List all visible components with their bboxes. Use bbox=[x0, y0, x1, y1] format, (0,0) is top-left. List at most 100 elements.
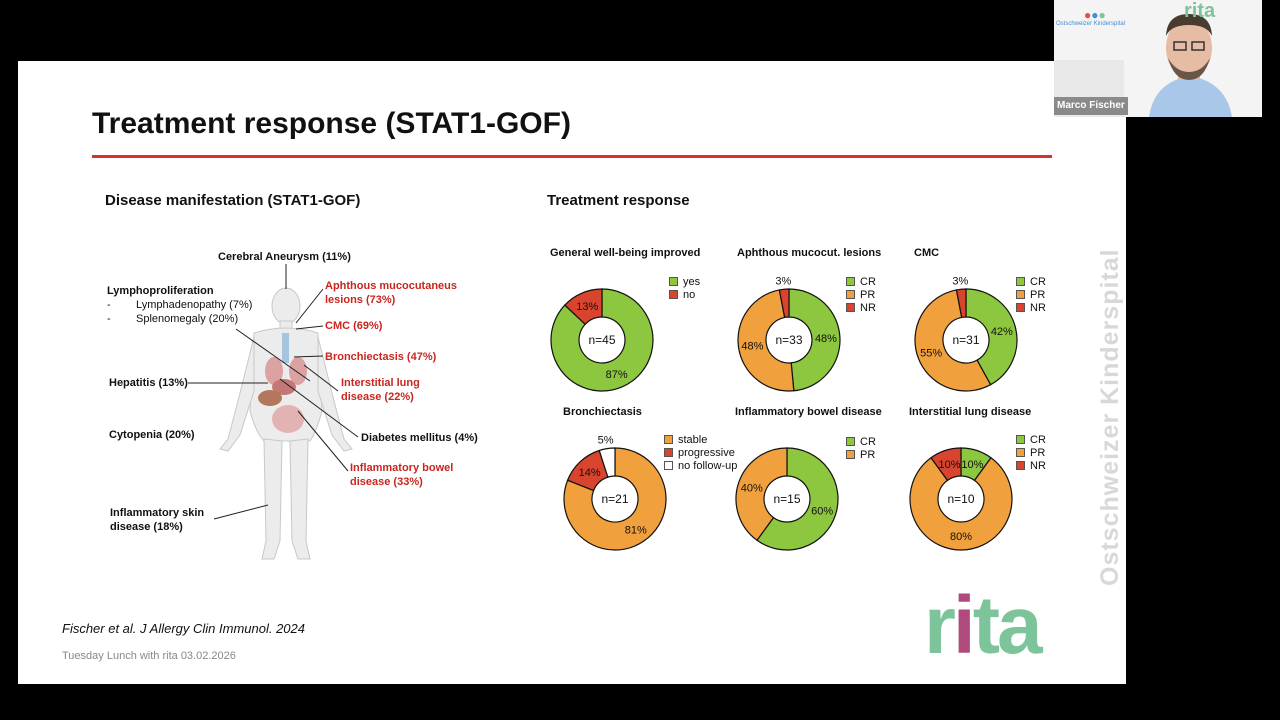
donut-slice-cr bbox=[965, 288, 1018, 386]
donut-pct-label: 87% bbox=[606, 369, 628, 381]
vertical-brand-text: Ostschweizer Kinderspital bbox=[1096, 248, 1124, 586]
legend-swatch bbox=[846, 450, 855, 459]
label-cmc: CMC (69%) bbox=[325, 320, 383, 332]
legend-swatch bbox=[846, 437, 855, 446]
chart-title: Interstitial lung disease bbox=[909, 406, 1032, 418]
donut-pct-label: 55% bbox=[920, 348, 942, 360]
chart-title: General well-being improved bbox=[550, 247, 701, 259]
donut-center-n: n=45 bbox=[588, 333, 615, 347]
donut-center-n: n=15 bbox=[773, 492, 800, 506]
legend-label: PR bbox=[1030, 446, 1046, 459]
chart-ibd: Inflammatory bowel disease 60% 40% n=15 CR… bbox=[735, 406, 925, 556]
legend-label: NR bbox=[1030, 459, 1046, 472]
legend-item: no bbox=[669, 288, 700, 301]
chart-legend: CR PR NR bbox=[1016, 433, 1046, 472]
donut-pct-label: 10% bbox=[939, 459, 961, 471]
donut-center-n: n=31 bbox=[952, 333, 979, 347]
legend-swatch bbox=[664, 435, 673, 444]
participant-name: Marco Fischer bbox=[1054, 97, 1128, 115]
participant-video[interactable]: ●●● Ostschweizer Kinderspital rita Marco… bbox=[1054, 0, 1262, 117]
legend-item: NR bbox=[846, 301, 876, 314]
label-cerebral-aneurysm: Cerebral Aneurysm (11%) bbox=[218, 251, 351, 263]
donut-center-n: n=33 bbox=[775, 333, 802, 347]
donut-slice-stable bbox=[563, 447, 667, 551]
chart-cmc: CMC 42% 55% 3% n=31 CR PR NR bbox=[914, 247, 1104, 397]
legend-item: PR bbox=[1016, 288, 1046, 301]
donut-pct-label: 40% bbox=[741, 483, 763, 495]
label-diabetes: Diabetes mellitus (4%) bbox=[361, 432, 478, 444]
legend-item: NR bbox=[1016, 459, 1046, 472]
chart-title: Inflammatory bowel disease bbox=[735, 406, 882, 418]
legend-swatch bbox=[1016, 448, 1025, 457]
legend-label: CR bbox=[1030, 275, 1046, 288]
label-aphthous: Aphthous mucocutaneus lesions (73%) bbox=[325, 280, 458, 306]
legend-swatch bbox=[669, 290, 678, 299]
donut-slice-pr bbox=[914, 289, 992, 392]
donut-pct-label: 3% bbox=[775, 275, 791, 287]
label-interstitial: Interstitial lung disease (22%) bbox=[341, 377, 420, 403]
chart-title: Bronchiectasis bbox=[563, 406, 642, 418]
label-hepatitis: Hepatitis (13%) bbox=[109, 377, 188, 389]
legend-label: no bbox=[683, 288, 696, 301]
bullet-2: - bbox=[107, 313, 111, 325]
legend-swatch bbox=[669, 277, 678, 286]
legend-item: CR bbox=[1016, 433, 1046, 446]
chart-legend: yes no bbox=[669, 275, 700, 301]
chart-bronchiectasis: Bronchiectasis 81% 14% 5% n=21 stable progre… bbox=[563, 406, 753, 556]
legend-label: yes bbox=[683, 275, 701, 288]
donut-slice-yes bbox=[550, 288, 654, 392]
donut-slice-nr bbox=[930, 447, 962, 482]
legend-item: yes bbox=[669, 275, 700, 288]
legend-swatch bbox=[1016, 277, 1025, 286]
label-lymphoproliferation: Lymphoproliferation bbox=[107, 285, 214, 297]
donut-pct-label: 10% bbox=[961, 459, 983, 471]
donut-pct-label: 42% bbox=[991, 326, 1013, 338]
legend-item: progressive bbox=[664, 446, 737, 459]
body-illustration bbox=[188, 264, 359, 560]
hospital-logo-text: Ostschweizer Kinderspital bbox=[1056, 21, 1126, 27]
legend-item: stable bbox=[664, 433, 737, 446]
chart-interstitial: Interstitial lung disease 10% 80% 10% n=10 … bbox=[909, 406, 1099, 556]
legend-swatch bbox=[664, 448, 673, 457]
donut-pct-label: 80% bbox=[950, 531, 972, 543]
legend-swatch bbox=[1016, 461, 1025, 470]
legend-item: PR bbox=[846, 448, 876, 461]
donut-center-n: n=21 bbox=[601, 492, 628, 506]
legend-label: no follow-up bbox=[678, 459, 738, 472]
donut-pct-label: 81% bbox=[625, 525, 647, 537]
legend-item: no follow-up bbox=[664, 459, 737, 472]
chart-title: Aphthous mucocut. lesions bbox=[737, 247, 882, 259]
donut-pct-label: 5% bbox=[598, 435, 614, 447]
donut-slice-nr bbox=[778, 288, 790, 319]
chart-title: CMC bbox=[914, 247, 940, 259]
logo-letter: i bbox=[952, 580, 976, 671]
label-splenomegaly: Splenomegaly (20%) bbox=[136, 313, 239, 325]
legend-swatch bbox=[1016, 290, 1025, 299]
label-bronchiectasis: Bronchiectasis (47%) bbox=[325, 351, 437, 363]
logo-letter: r bbox=[924, 580, 956, 671]
legend-item: CR bbox=[846, 275, 876, 288]
logo-letter: t bbox=[972, 580, 1000, 671]
legend-label: CR bbox=[860, 435, 876, 448]
label-skin-disease: Inflammatory skin disease (18%) bbox=[110, 507, 205, 533]
chart-legend: CR PR NR bbox=[846, 275, 876, 314]
legend-label: stable bbox=[678, 433, 708, 446]
legend-item: CR bbox=[1016, 275, 1046, 288]
donut-slice-no-follow-up bbox=[598, 447, 616, 478]
left-heading: Disease manifestation (STAT1-GOF) bbox=[105, 192, 361, 209]
legend-item: NR bbox=[1016, 301, 1046, 314]
slide-title: Treatment response (STAT1-GOF) bbox=[92, 107, 571, 140]
logo-letter: a bbox=[997, 580, 1043, 671]
donut-pct-label: 3% bbox=[952, 275, 968, 287]
legend-label: progressive bbox=[678, 446, 735, 459]
kids-figures-icon: ●●● bbox=[1084, 8, 1106, 22]
donut-pct-label: 48% bbox=[741, 340, 763, 352]
chart-legend: stable progressive no follow-up bbox=[664, 433, 737, 472]
label-cytopenia: Cytopenia (20%) bbox=[109, 429, 195, 441]
legend-label: PR bbox=[860, 288, 876, 301]
donut-slice-cr bbox=[756, 447, 839, 551]
legend-swatch bbox=[1016, 303, 1025, 312]
donut-pct-label: 14% bbox=[579, 467, 601, 479]
legend-label: CR bbox=[860, 275, 876, 288]
webcam-rita-logo: rita bbox=[1184, 0, 1216, 22]
